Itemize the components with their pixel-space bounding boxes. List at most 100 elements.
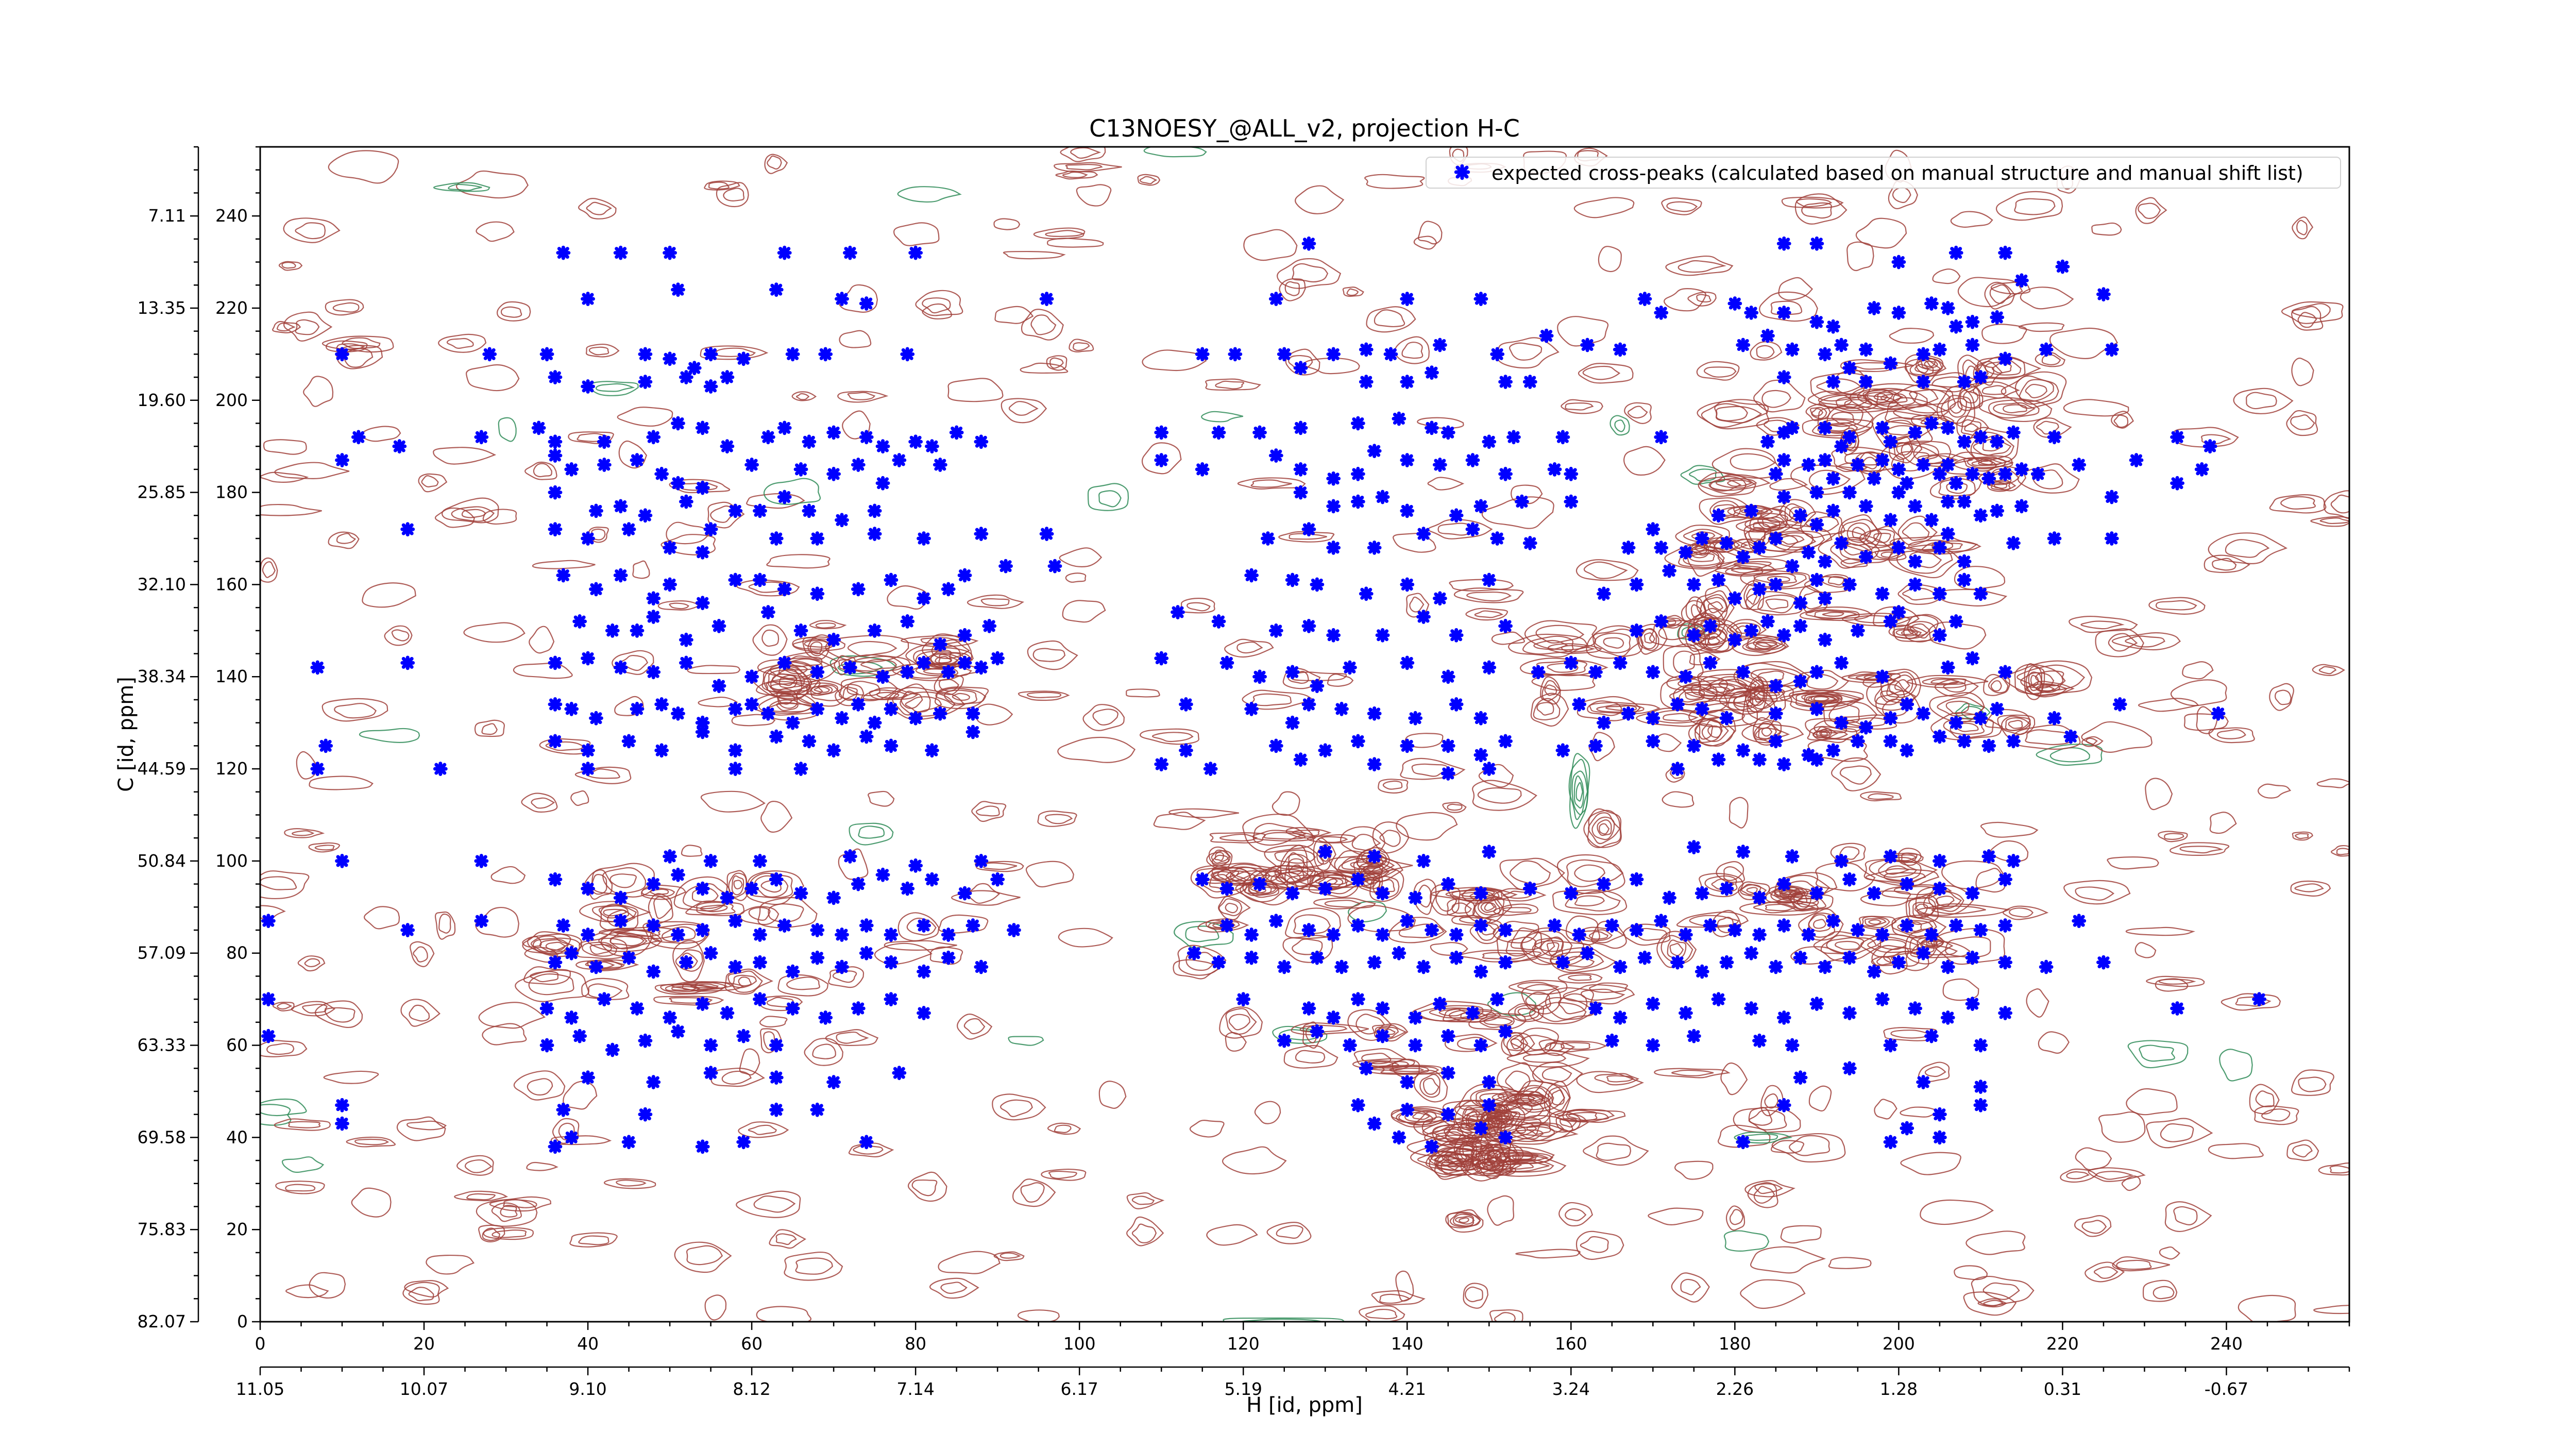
contour-blob bbox=[1855, 217, 1907, 249]
contour-blob bbox=[384, 625, 413, 646]
cross-peak-point bbox=[1047, 559, 1062, 574]
cross-peak-point bbox=[1973, 508, 1988, 523]
contour-blob bbox=[1025, 861, 1074, 888]
cross-peak-point bbox=[1686, 577, 1701, 592]
contour-blob bbox=[2316, 778, 2349, 788]
contour-blob bbox=[1697, 399, 1768, 428]
cross-peak-point bbox=[351, 430, 366, 445]
cross-peak-point bbox=[1187, 946, 1201, 961]
cross-peak-point bbox=[1219, 881, 1234, 896]
cross-peak-point bbox=[2170, 1001, 2184, 1016]
contour-blob bbox=[1142, 349, 1207, 372]
contour-blob bbox=[1971, 1275, 2035, 1307]
cross-peak-point bbox=[1244, 950, 1259, 965]
cross-peak-point bbox=[646, 591, 661, 606]
cross-peak-point bbox=[621, 1135, 636, 1150]
cross-peak-point bbox=[2096, 955, 2111, 970]
contour-blob bbox=[1687, 292, 1717, 307]
cross-peak-point bbox=[728, 959, 743, 974]
contour-blob bbox=[1353, 1048, 1407, 1069]
cross-peak-point bbox=[1891, 955, 1906, 970]
cross-peak-point bbox=[2252, 992, 2266, 1007]
cross-peak-point bbox=[753, 503, 767, 518]
cross-peak-point bbox=[548, 448, 563, 463]
cross-peak-point bbox=[990, 872, 1005, 887]
cross-peak-point bbox=[1572, 928, 1587, 942]
contour-blob bbox=[328, 531, 360, 549]
cross-peak-point bbox=[2039, 959, 2054, 974]
cross-peak-point bbox=[1359, 342, 1374, 357]
x-ppm-tick-label: 8.12 bbox=[733, 1379, 770, 1399]
cross-peak-point bbox=[1629, 872, 1644, 887]
contour-blob bbox=[1965, 1231, 2026, 1255]
y-tick-label: 200 bbox=[215, 390, 248, 410]
cross-peak-point bbox=[392, 439, 407, 454]
cross-peak-point bbox=[1809, 886, 1824, 901]
cross-peak-point bbox=[1826, 471, 1841, 486]
cross-peak-point bbox=[1776, 425, 1791, 440]
cross-peak-point bbox=[2129, 453, 2144, 467]
cross-peak-point bbox=[638, 508, 653, 523]
cross-peak-point bbox=[1498, 955, 1513, 970]
cross-peak-point bbox=[1760, 328, 1775, 343]
contour-blob bbox=[897, 186, 962, 203]
contour-blob bbox=[1540, 936, 1564, 957]
cross-peak-point bbox=[1694, 964, 1709, 979]
cross-peak-point bbox=[859, 918, 874, 933]
contour-blob bbox=[666, 521, 710, 545]
contour-blob bbox=[1744, 1180, 1795, 1198]
contour-blob bbox=[2081, 721, 2153, 753]
contour-blob bbox=[1283, 1045, 1338, 1069]
cross-peak-point bbox=[1900, 697, 1914, 712]
contour-blob bbox=[1295, 185, 1345, 214]
cross-peak-point bbox=[843, 849, 857, 864]
contour-blob bbox=[1747, 1182, 1778, 1208]
contour-blob bbox=[1728, 797, 1749, 829]
contour-blob bbox=[263, 439, 307, 455]
cross-peak-point bbox=[1318, 881, 1333, 896]
cross-peak-point bbox=[1154, 757, 1169, 772]
contour-blob bbox=[2146, 1118, 2213, 1149]
cross-peak-point bbox=[1981, 471, 1996, 486]
cross-peak-point bbox=[1776, 1010, 1791, 1025]
cross-peak-point bbox=[1400, 655, 1415, 670]
cross-peak-point bbox=[1785, 342, 1800, 357]
cross-peak-point bbox=[1793, 1070, 1808, 1085]
cross-peak-point bbox=[474, 430, 489, 445]
cross-peak-point bbox=[957, 568, 972, 583]
cross-peak-point bbox=[917, 591, 931, 606]
cross-peak-point bbox=[1473, 1121, 1488, 1136]
expected-cross-peaks bbox=[261, 236, 2266, 1154]
contour-blob bbox=[1874, 1099, 1897, 1120]
cross-peak-point bbox=[1449, 628, 1464, 643]
cross-peak-point bbox=[335, 1098, 349, 1113]
cross-peak-point bbox=[1440, 738, 1455, 753]
cross-peak-point bbox=[1597, 877, 1611, 891]
cross-peak-point bbox=[1768, 466, 1783, 481]
contour-blob bbox=[532, 560, 596, 569]
contour-blob bbox=[2291, 358, 2314, 386]
contour-blob bbox=[2170, 842, 2230, 856]
contour-blob bbox=[957, 1014, 993, 1040]
contour-blob bbox=[791, 391, 817, 401]
cross-peak-point bbox=[826, 632, 841, 647]
cross-peak-point bbox=[835, 711, 849, 726]
cross-peak-point bbox=[859, 1135, 874, 1150]
contour-blob bbox=[2126, 1088, 2178, 1116]
contour-blob bbox=[2084, 1261, 2125, 1283]
x-ppm-tick-label: 1.28 bbox=[1880, 1379, 1918, 1399]
contour-blob bbox=[1781, 196, 1844, 209]
cross-peak-point bbox=[654, 743, 669, 758]
contour-blob bbox=[1545, 987, 1595, 1020]
contour-blob bbox=[309, 1272, 346, 1299]
contour-blob bbox=[1506, 1049, 1590, 1068]
cross-peak-point bbox=[1350, 466, 1365, 481]
contour-blob bbox=[2060, 1168, 2098, 1183]
contour-blob bbox=[260, 1104, 292, 1126]
cross-peak-point bbox=[564, 462, 579, 477]
contour-blob bbox=[434, 911, 456, 940]
contour-blob bbox=[1501, 1032, 1535, 1056]
cross-peak-point bbox=[1736, 743, 1751, 758]
cross-peak-point bbox=[1867, 886, 1882, 901]
cross-peak-point bbox=[1891, 605, 1906, 619]
